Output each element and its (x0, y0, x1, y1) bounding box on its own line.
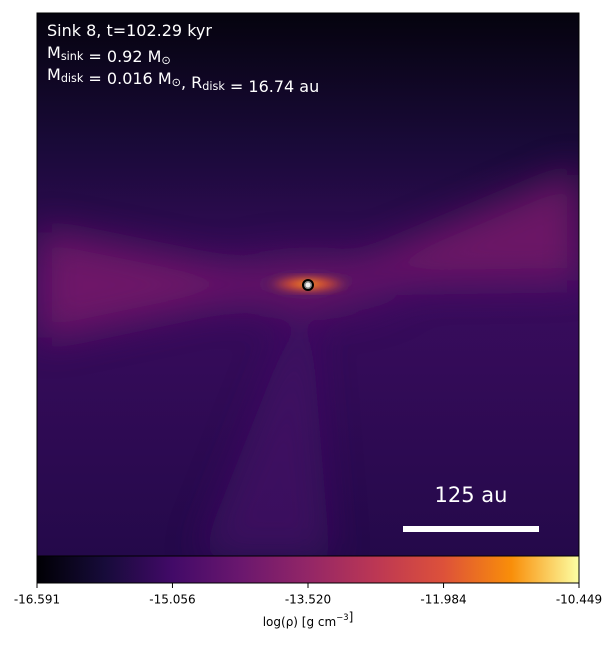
colorbar-label: log(ρ) [g cm−3] (263, 610, 354, 629)
subscript: disk (202, 80, 225, 93)
subscript: ⊙ (161, 54, 170, 67)
scale-label: 125 au (435, 483, 508, 507)
tick-label: -13.520 (285, 593, 331, 607)
text-part: log(ρ) [g cm (263, 615, 337, 629)
tick-label: -10.449 (556, 593, 602, 607)
subscript: ⊙ (172, 76, 181, 89)
superscript: −3 (336, 612, 348, 622)
text-part: ] (349, 610, 354, 624)
tick-label: -16.591 (14, 593, 60, 607)
annotation-line: Sink 8, t=102.29 kyr (47, 21, 212, 40)
text-part: = 16.74 au (225, 77, 319, 96)
text-part: M (47, 43, 61, 62)
text-part: = 0.92 M (83, 47, 161, 66)
text-part: , R (181, 73, 202, 92)
colorbar (36, 555, 580, 584)
subscript: sink (61, 50, 84, 63)
tick-label: -15.056 (149, 593, 195, 607)
density-image (37, 13, 579, 556)
subscript: disk (61, 72, 84, 85)
text-part: = 0.016 M (83, 69, 171, 88)
tick-label: -11.984 (420, 593, 466, 607)
text-part: M (47, 65, 61, 84)
annotation-line: Mdisk = 0.016 M⊙, Rdisk = 16.74 au (47, 65, 319, 96)
text-part: Sink 8, t=102.29 kyr (47, 21, 212, 40)
colorbar-axis: -16.591 -15.056 -13.520 -11.984 -10.449 (14, 583, 602, 607)
annotation-line: Msink = 0.92 M⊙ (47, 43, 171, 68)
